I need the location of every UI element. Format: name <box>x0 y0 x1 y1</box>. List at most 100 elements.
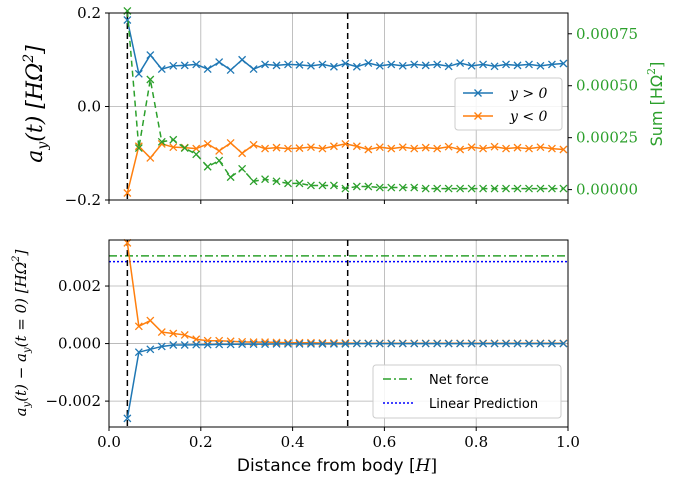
data-point <box>536 339 545 348</box>
data-point <box>364 182 373 191</box>
bottom-plot-frame <box>108 239 569 428</box>
data-point <box>318 181 327 190</box>
data-point <box>375 339 384 348</box>
top-plot: −0.20.00.2 0.000000.000250.000500.00075 … <box>65 4 638 209</box>
data-point <box>318 60 327 69</box>
y2-tick-label: 0.00000 <box>576 181 638 199</box>
data-point <box>203 65 212 74</box>
legend-box <box>372 364 562 419</box>
data-point <box>398 339 407 348</box>
data-point <box>238 164 247 173</box>
data-point <box>513 143 522 152</box>
data-point <box>525 144 533 153</box>
data-point <box>180 61 189 70</box>
legend-box <box>454 77 563 131</box>
data-point <box>180 341 189 349</box>
data-point <box>421 339 430 348</box>
y2-tick-label: 0.00075 <box>576 25 638 43</box>
data-point <box>433 60 442 69</box>
legend-label: y > 0 <box>509 86 548 102</box>
data-point <box>226 66 235 74</box>
data-point <box>410 60 419 69</box>
data-point <box>341 184 350 193</box>
data-point <box>261 175 270 184</box>
top-plot-y2-ticks: 0.00000 0.00025 0.00050 0.00075 <box>568 25 638 199</box>
legend-label: y < 0 <box>509 109 548 125</box>
data-point <box>272 61 281 70</box>
data-point <box>479 144 488 153</box>
data-point <box>123 16 132 24</box>
y-tick-label: 0.002 <box>58 277 101 295</box>
data-point <box>295 339 304 348</box>
data-point <box>180 330 189 339</box>
data-point <box>295 179 304 188</box>
bottom-plot-y-ticks: −0.002 0.000 0.002 <box>45 277 109 410</box>
data-point <box>134 348 143 357</box>
x-tick-label: 0.0 <box>97 433 121 451</box>
y2-tick-label: 0.00050 <box>576 77 638 95</box>
data-point <box>238 340 247 349</box>
data-point <box>284 338 292 347</box>
data-point <box>272 177 281 186</box>
data-point <box>456 145 465 154</box>
data-point <box>525 184 533 193</box>
bottom-plot-y-label: ay(t) − ay(t = 0) [HΩ2] <box>11 249 33 416</box>
data-point <box>479 184 488 193</box>
data-point <box>513 184 522 193</box>
data-point <box>444 62 453 71</box>
data-point <box>467 143 476 152</box>
data-point <box>410 339 419 348</box>
data-point <box>490 184 499 193</box>
data-point <box>456 59 465 67</box>
data-point <box>536 143 545 152</box>
data-point <box>456 339 465 348</box>
data-point <box>157 65 166 74</box>
data-point <box>375 61 384 70</box>
data-point <box>192 150 201 159</box>
data-point <box>146 75 155 84</box>
data-point <box>433 144 442 153</box>
data-point <box>157 137 166 146</box>
data-point <box>215 340 224 349</box>
data-point <box>559 145 568 154</box>
data-point <box>249 177 258 186</box>
data-point <box>215 156 224 165</box>
data-point <box>502 60 510 69</box>
series-line <box>126 242 564 345</box>
data-point <box>272 339 281 348</box>
bottom-plot: −0.002 0.000 0.002 0.0 0.2 0.4 0.6 0.8 1.0 Net … <box>45 238 580 451</box>
top-plot-y-ticks: −0.2 0.0 0.2 <box>65 4 569 209</box>
data-point <box>341 59 350 68</box>
data-point <box>444 184 453 193</box>
data-point <box>410 183 419 192</box>
data-point <box>398 143 407 152</box>
data-point <box>525 60 533 69</box>
data-point <box>329 339 338 348</box>
data-point <box>502 339 510 348</box>
data-point <box>525 339 533 348</box>
data-point <box>272 338 281 347</box>
data-point <box>284 144 292 153</box>
data-point <box>134 144 143 153</box>
data-point <box>467 184 476 193</box>
data-point <box>341 139 350 148</box>
data-point <box>479 60 488 69</box>
data-point <box>444 339 453 348</box>
legend-label: Net force <box>429 373 489 388</box>
data-point <box>146 51 155 60</box>
data-point <box>375 183 384 192</box>
data-point <box>536 184 545 193</box>
bottom-plot-x-label: Distance from body [H] <box>237 456 437 476</box>
data-point <box>226 139 235 147</box>
data-point <box>513 339 522 348</box>
data-point <box>513 61 522 70</box>
data-point <box>203 139 212 148</box>
data-point <box>318 144 327 153</box>
data-point <box>134 322 143 331</box>
data-point <box>284 60 292 69</box>
data-point <box>307 143 315 152</box>
data-point <box>329 62 338 71</box>
data-point <box>387 60 396 69</box>
data-point <box>226 340 235 349</box>
data-point <box>307 338 315 347</box>
